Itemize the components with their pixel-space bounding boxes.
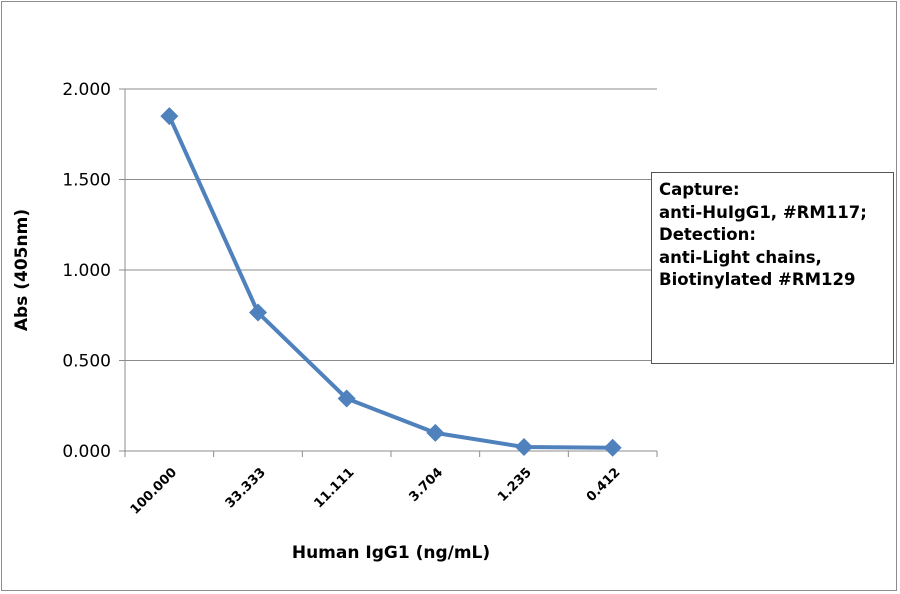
y-tick-label: 0.000 (62, 442, 111, 462)
data-point-marker (603, 438, 622, 457)
x-tick-label: 100.000 (128, 465, 180, 517)
series-line (167, 115, 613, 450)
legend-line: anti-Light chains, (659, 247, 822, 267)
data-point-marker (515, 438, 533, 457)
legend-line: Biotinylated #RM129 (659, 270, 856, 289)
x-tick-label: 1.235 (495, 465, 535, 505)
legend-line: Capture: (659, 180, 740, 199)
y-axis-label: Abs (405nm) (12, 209, 32, 331)
legend: Capture: anti-HuIgG1, #RM117; Detection:… (651, 172, 894, 364)
legend-line: Detection: (659, 225, 756, 244)
x-tick-label: 0.412 (584, 465, 624, 505)
x-axis-label: Human IgG1 (ng/mL) (292, 543, 490, 563)
x-tick-label: 11.111 (311, 465, 357, 511)
y-tick-label: 1.500 (62, 171, 111, 191)
data-point-marker (426, 423, 445, 442)
data-point-marker (160, 107, 179, 126)
legend-line: anti-HuIgG1, #RM117; (659, 202, 867, 222)
data-point-marker (337, 389, 356, 408)
x-tick-label: 3.704 (406, 465, 446, 505)
data-point-marker (249, 303, 267, 322)
x-tick-label: 33.333 (223, 465, 269, 511)
y-tick-label: 1.000 (62, 261, 111, 281)
y-tick-label: 0.500 (62, 352, 111, 372)
y-tick-label: 2.000 (62, 80, 111, 100)
